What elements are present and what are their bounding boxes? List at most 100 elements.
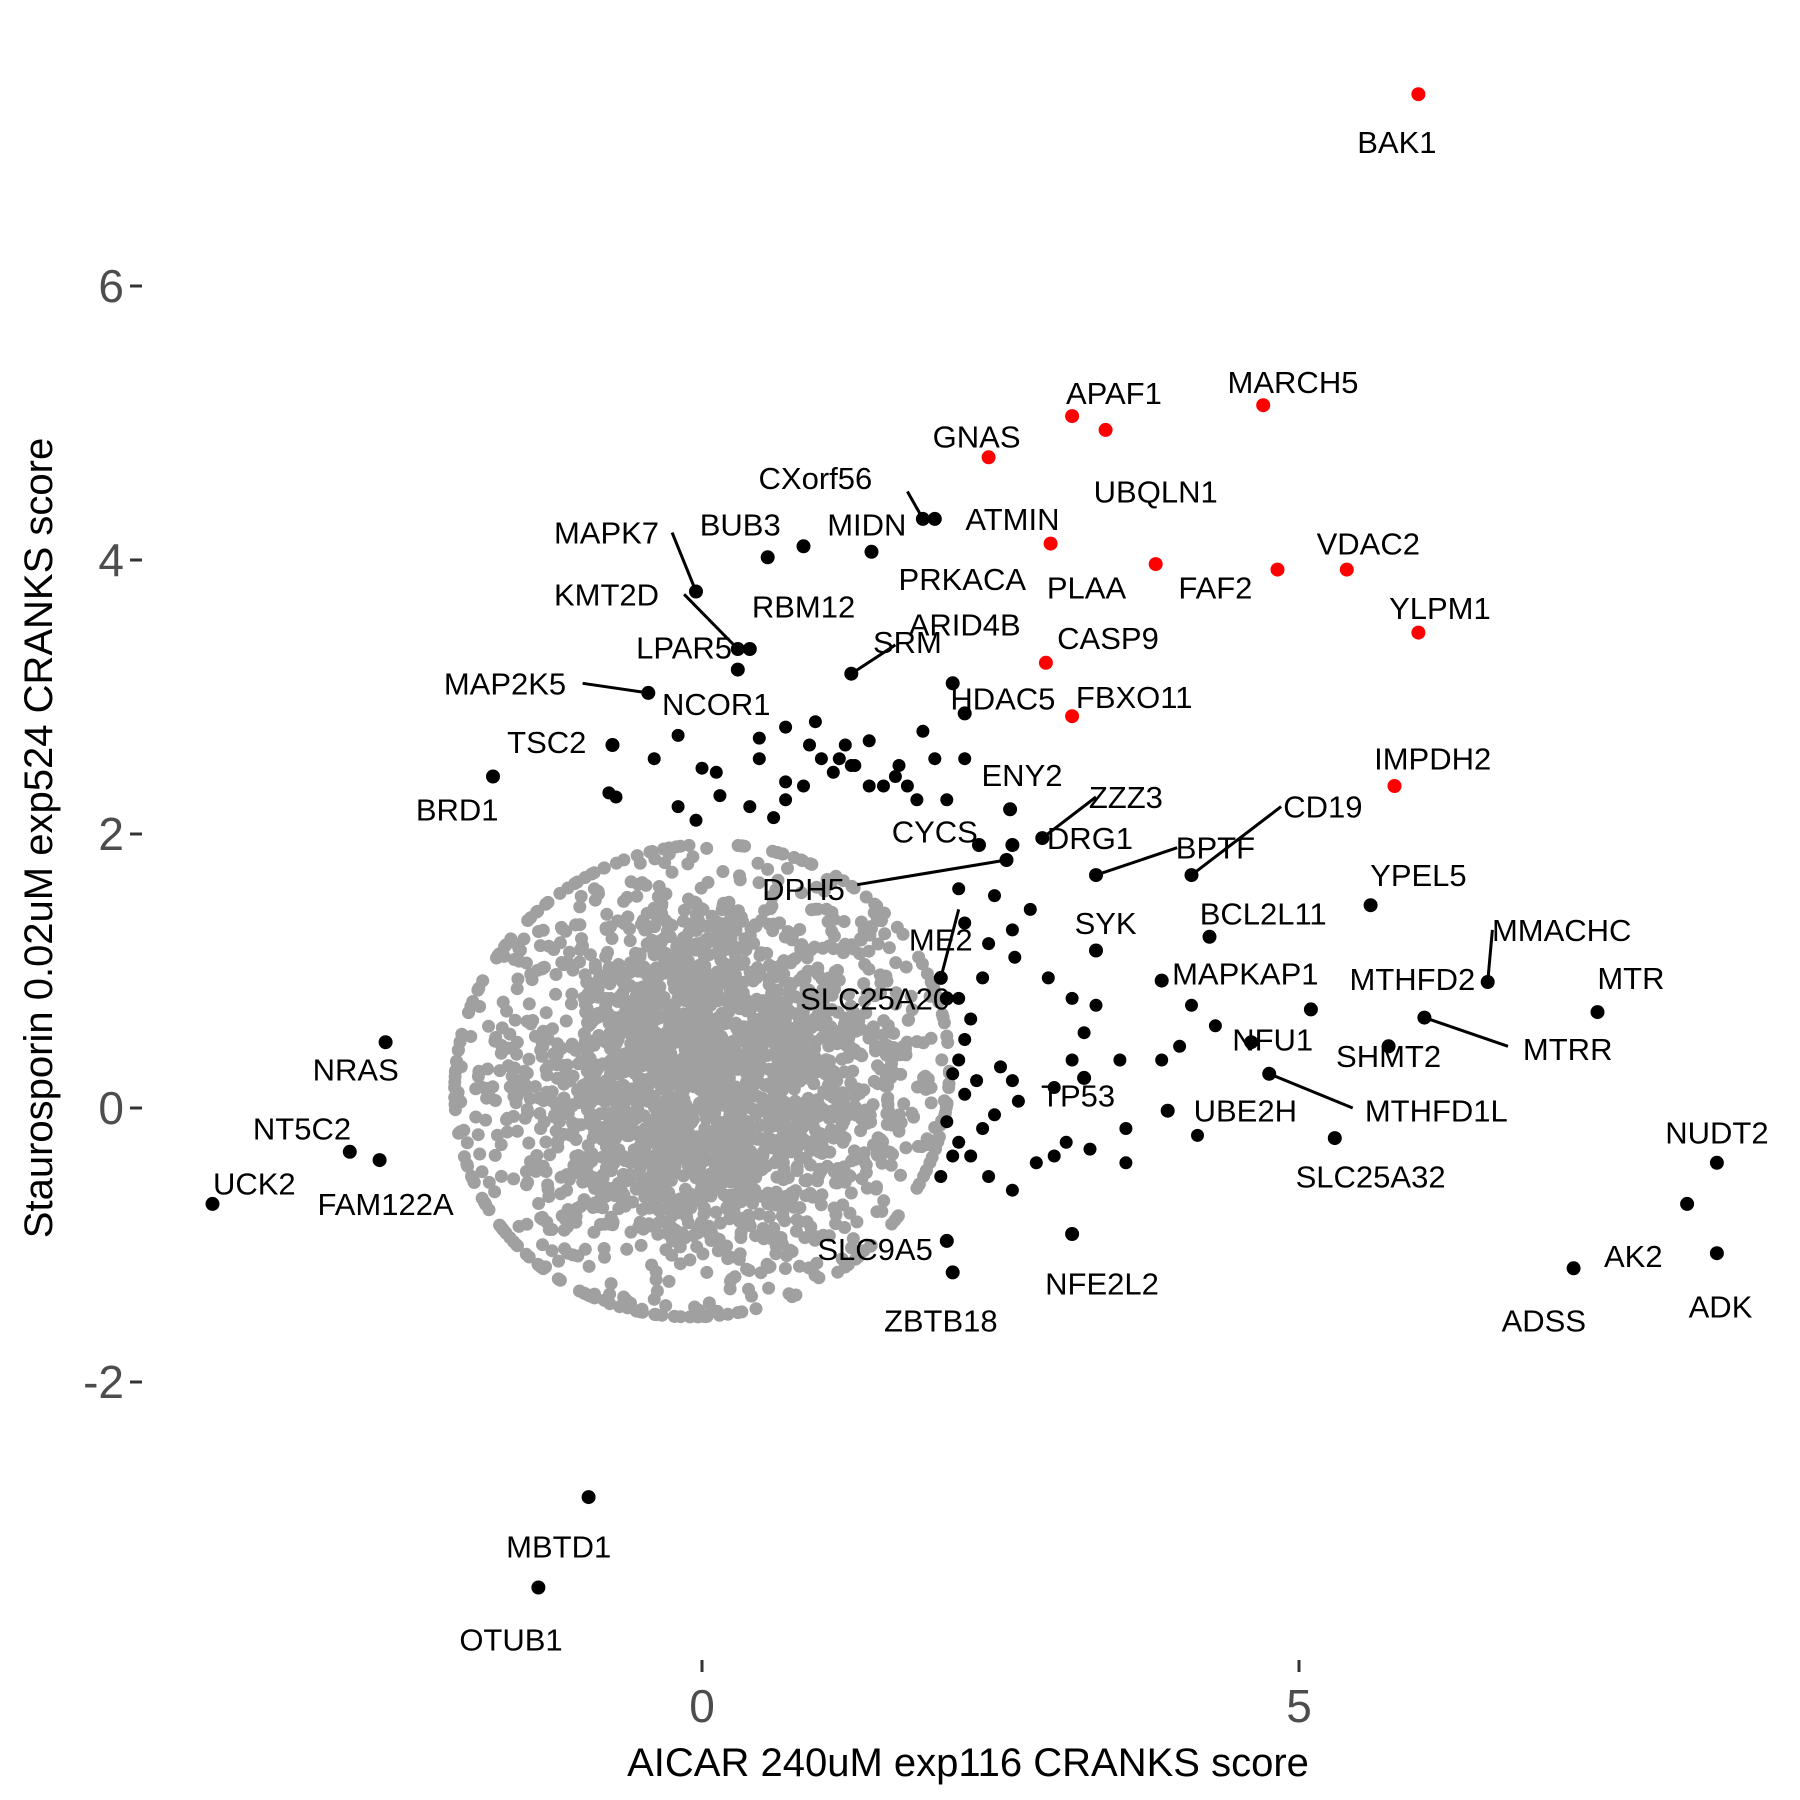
background-point	[678, 1043, 692, 1057]
point-label: ZZZ3	[1089, 780, 1163, 815]
background-point	[510, 982, 524, 996]
background-point	[653, 1204, 667, 1218]
background-point	[512, 1219, 526, 1233]
background-point	[695, 936, 709, 950]
background-point	[691, 1310, 705, 1324]
hit-point	[970, 1074, 984, 1088]
x-axis-title: AICAR 240uM exp116 CRANKS score	[627, 1741, 1309, 1785]
labeled-point-ube2h	[1160, 1103, 1175, 1118]
background-point	[728, 1043, 742, 1056]
labeled-point-mtr	[1590, 1005, 1605, 1020]
background-point	[578, 968, 592, 982]
background-point	[557, 958, 571, 972]
background-point	[874, 976, 888, 990]
background-point	[636, 1203, 649, 1216]
background-point	[689, 985, 703, 999]
labeled-point-uck2	[205, 1196, 220, 1211]
hit-point	[808, 715, 822, 729]
background-point	[578, 1242, 592, 1256]
background-point	[752, 1026, 766, 1040]
background-point	[472, 981, 486, 995]
hit-point	[934, 1170, 948, 1183]
background-point	[582, 1259, 596, 1273]
background-point	[551, 1140, 565, 1154]
background-point	[935, 1007, 949, 1021]
background-point	[597, 861, 611, 875]
labeled-point-fbxo11	[1065, 709, 1080, 724]
labeled-point-impdh2	[1387, 779, 1402, 793]
background-point	[460, 1157, 474, 1171]
background-point	[729, 923, 743, 937]
background-point	[592, 1006, 606, 1020]
background-point	[566, 1248, 580, 1262]
background-point	[630, 1030, 644, 1044]
background-point	[726, 1059, 739, 1073]
point-labels: BAK1 MARCH5 APAF1 UBQLN1 GNAS ATMIN PLAA FAF2 VD…	[213, 125, 1769, 1657]
background-point	[826, 1090, 840, 1104]
background-point	[729, 941, 743, 954]
hit-point	[1023, 902, 1037, 916]
background-point	[738, 1140, 752, 1154]
background-point	[794, 886, 808, 900]
y-tick-label: -2	[83, 1356, 124, 1408]
background-point	[864, 1239, 878, 1253]
background-point	[674, 956, 688, 970]
background-point	[518, 1064, 532, 1078]
background-point	[796, 1132, 810, 1146]
hit-point	[1191, 1128, 1204, 1142]
background-point	[683, 1253, 697, 1267]
background-point	[748, 1183, 762, 1197]
point-label: GNAS	[933, 420, 1021, 455]
background-point	[580, 1001, 594, 1015]
background-point	[566, 1069, 580, 1083]
background-point	[689, 1163, 703, 1177]
background-point-cloud	[448, 838, 956, 1324]
background-point	[828, 1025, 842, 1039]
background-point	[901, 1013, 915, 1027]
background-point	[734, 1088, 748, 1102]
point-label: DPH5	[762, 872, 845, 907]
background-point	[655, 1175, 669, 1189]
background-point	[845, 1241, 858, 1255]
hit-point	[994, 1060, 1007, 1074]
background-point	[690, 924, 703, 937]
background-point	[666, 1234, 680, 1248]
y-tick-label: 6	[98, 260, 124, 312]
background-point	[865, 1030, 879, 1044]
point-label: MAP2K5	[444, 666, 566, 701]
hit-point	[877, 779, 890, 793]
labeled-point-otub1	[531, 1580, 546, 1595]
background-point	[777, 967, 791, 981]
labeled-point-mapkap1	[1154, 973, 1169, 988]
background-point	[650, 1098, 664, 1111]
background-point	[645, 1258, 659, 1272]
background-point	[625, 1121, 639, 1135]
labeled-point-mthfd2	[1303, 1002, 1318, 1017]
background-point	[582, 1019, 596, 1033]
background-point	[617, 1078, 631, 1092]
background-point	[678, 1099, 692, 1113]
background-point	[473, 1000, 487, 1013]
background-point	[565, 987, 579, 1001]
point-label: ARID4B	[909, 607, 1021, 642]
labeled-point-shmt2	[1381, 1039, 1396, 1054]
background-point	[793, 1201, 807, 1215]
background-point	[560, 1107, 574, 1121]
background-point	[659, 887, 673, 901]
background-point	[870, 1148, 884, 1162]
background-point	[808, 1268, 822, 1282]
point-label: PLAA	[1047, 570, 1127, 605]
background-point	[573, 943, 587, 957]
point-label: TP53	[1041, 1079, 1115, 1114]
background-point	[776, 847, 789, 861]
background-point	[709, 1135, 723, 1148]
labeled-point-slc9a5	[939, 1233, 954, 1248]
background-point	[522, 997, 536, 1011]
background-point	[731, 839, 745, 852]
hit-point	[982, 937, 996, 951]
background-point	[829, 1208, 843, 1222]
hit-point	[892, 759, 906, 772]
background-point	[847, 1144, 861, 1158]
background-point	[876, 1028, 890, 1042]
